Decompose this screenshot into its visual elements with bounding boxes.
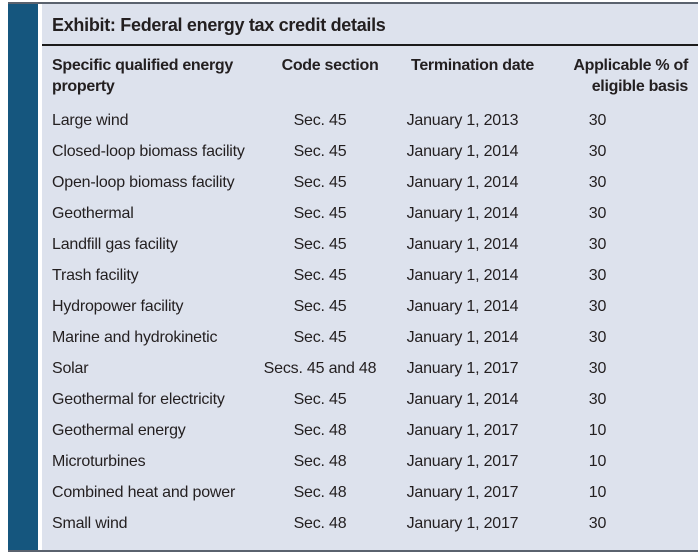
table-row: Geothermal Sec. 45 January 1, 2014 30 — [42, 198, 698, 229]
exhibit-panel: Exhibit: Federal energy tax credit detai… — [42, 4, 698, 550]
percent-cell: 30 — [588, 514, 607, 532]
property-cell: Trash facility — [52, 266, 139, 284]
table-body: Large wind Sec. 45 January 1, 2013 30 Cl… — [42, 105, 698, 539]
table-header-row: Specific qualified energy property Code … — [42, 46, 698, 105]
table-row: Marine and hydrokinetic Sec. 45 January … — [42, 322, 698, 353]
percent-cell: 10 — [588, 452, 607, 470]
table-row: Closed-loop biomass facility Sec. 45 Jan… — [42, 136, 698, 167]
code-section-cell: Sec. 45 — [293, 297, 347, 315]
table-row: Geothermal energy Sec. 48 January 1, 201… — [42, 415, 698, 446]
property-cell: Geothermal for electricity — [52, 390, 225, 408]
property-cell: Combined heat and power — [52, 483, 236, 501]
code-section-cell: Sec. 48 — [293, 514, 347, 532]
table-row: Microturbines Sec. 48 January 1, 2017 10 — [42, 446, 698, 477]
termination-date-cell: January 1, 2017 — [406, 359, 519, 377]
percent-cell: 30 — [588, 111, 607, 129]
percent-cell: 30 — [588, 142, 607, 160]
termination-date-cell: January 1, 2017 — [406, 452, 519, 470]
table-row: Small wind Sec. 48 January 1, 2017 30 — [42, 508, 698, 539]
termination-date-cell: January 1, 2014 — [406, 204, 519, 222]
property-cell: Geothermal energy — [52, 421, 186, 439]
termination-date-cell: January 1, 2014 — [406, 235, 519, 253]
property-cell: Small wind — [52, 514, 128, 532]
code-section-cell: Sec. 48 — [293, 421, 347, 439]
exhibit-frame: Exhibit: Federal energy tax credit detai… — [8, 2, 698, 552]
termination-date-cell: January 1, 2017 — [406, 514, 519, 532]
table-row: Combined heat and power Sec. 48 January … — [42, 477, 698, 508]
column-header-code-section: Code section — [281, 57, 379, 74]
code-section-cell: Sec. 45 — [293, 173, 347, 191]
table-row: Large wind Sec. 45 January 1, 2013 30 — [42, 105, 698, 136]
property-cell: Closed-loop biomass facility — [52, 142, 245, 160]
percent-cell: 30 — [588, 173, 607, 191]
code-section-cell: Sec. 45 — [293, 235, 347, 253]
code-section-cell: Sec. 45 — [293, 390, 347, 408]
table-row: Solar Secs. 45 and 48 January 1, 2017 30 — [42, 353, 698, 384]
termination-date-cell: January 1, 2014 — [406, 266, 519, 284]
property-cell: Landfill gas facility — [52, 235, 178, 253]
table-row: Hydropower facility Sec. 45 January 1, 2… — [42, 291, 698, 322]
table-row: Geothermal for electricity Sec. 45 Janua… — [42, 384, 698, 415]
termination-date-cell: January 1, 2014 — [406, 297, 519, 315]
code-section-cell: Sec. 45 — [293, 328, 347, 346]
property-cell: Hydropower facility — [52, 297, 184, 315]
property-cell: Microturbines — [52, 452, 146, 470]
percent-cell: 30 — [588, 297, 607, 315]
property-cell: Marine and hydrokinetic — [52, 328, 218, 346]
code-section-cell: Sec. 45 — [293, 111, 347, 129]
termination-date-cell: January 1, 2013 — [406, 111, 519, 129]
termination-date-cell: January 1, 2017 — [406, 421, 519, 439]
code-section-cell: Sec. 45 — [293, 142, 347, 160]
termination-date-cell: January 1, 2014 — [406, 173, 519, 191]
percent-cell: 30 — [588, 204, 607, 222]
percent-cell: 10 — [588, 483, 607, 501]
property-cell: Geothermal — [52, 204, 134, 222]
percent-cell: 30 — [588, 328, 607, 346]
code-section-cell: Sec. 45 — [293, 204, 347, 222]
table-row: Trash facility Sec. 45 January 1, 2014 3… — [42, 260, 698, 291]
property-cell: Large wind — [52, 111, 129, 129]
exhibit-title: Exhibit: Federal energy tax credit detai… — [42, 4, 698, 46]
property-cell: Open-loop biomass facility — [52, 173, 235, 191]
column-header-applicable-percent: Applicable % of eligible basis — [573, 57, 688, 95]
percent-cell: 30 — [588, 235, 607, 253]
code-section-cell: Secs. 45 and 48 — [263, 359, 377, 377]
termination-date-cell: January 1, 2014 — [406, 390, 519, 408]
termination-date-cell: January 1, 2014 — [406, 142, 519, 160]
percent-cell: 30 — [588, 390, 607, 408]
column-header-property: Specific qualified energy property — [52, 57, 234, 95]
left-accent-bar — [8, 4, 38, 550]
table-row: Open-loop biomass facility Sec. 45 Janua… — [42, 167, 698, 198]
percent-cell: 30 — [588, 266, 607, 284]
table-row: Landfill gas facility Sec. 45 January 1,… — [42, 229, 698, 260]
column-header-termination-date: Termination date — [411, 57, 534, 74]
percent-cell: 30 — [588, 359, 607, 377]
percent-cell: 10 — [588, 421, 607, 439]
property-cell: Solar — [52, 359, 89, 377]
code-section-cell: Sec. 48 — [293, 452, 347, 470]
termination-date-cell: January 1, 2014 — [406, 328, 519, 346]
termination-date-cell: January 1, 2017 — [406, 483, 519, 501]
code-section-cell: Sec. 45 — [293, 266, 347, 284]
code-section-cell: Sec. 48 — [293, 483, 347, 501]
